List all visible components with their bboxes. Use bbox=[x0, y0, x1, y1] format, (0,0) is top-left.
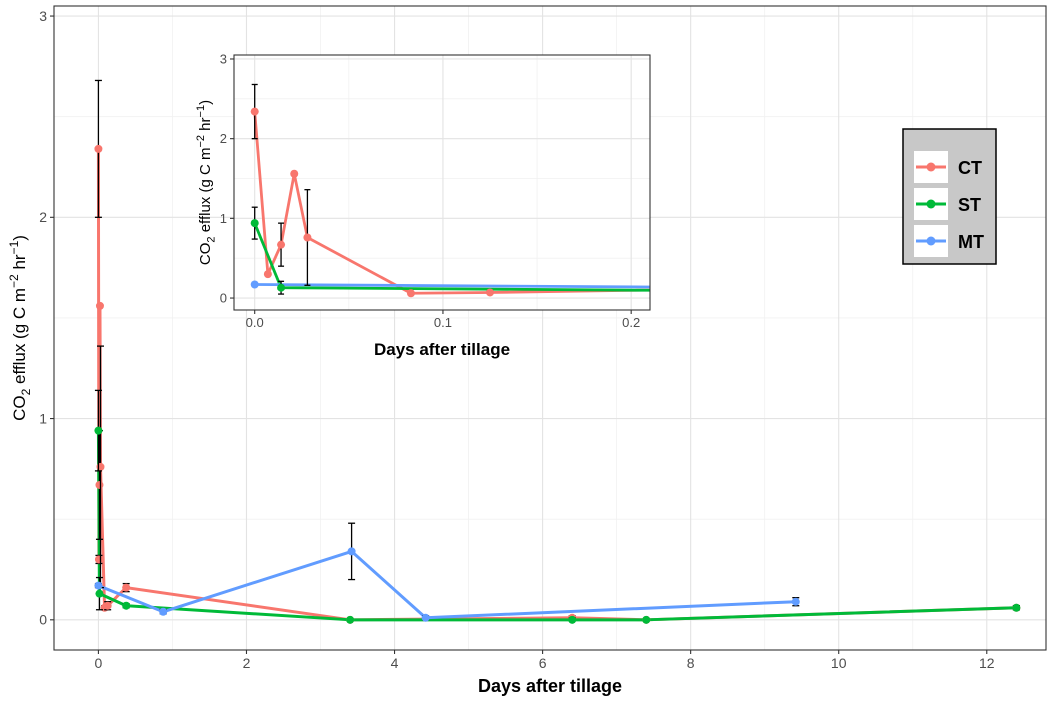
inset-y-tick-label: 3 bbox=[220, 52, 227, 67]
main-x-tick-label: 0 bbox=[95, 655, 103, 671]
series-line-CT bbox=[253, 111, 650, 295]
data-point-CT bbox=[290, 169, 299, 178]
inset-x-axis-title: Days after tillage bbox=[374, 340, 510, 359]
main-marks bbox=[94, 79, 1021, 624]
data-point-ST bbox=[642, 615, 651, 624]
main-x-tick-label: 8 bbox=[687, 655, 695, 671]
ylabel-part-c: hr bbox=[10, 254, 29, 274]
data-point-MT bbox=[347, 547, 356, 556]
data-point-ST bbox=[94, 426, 103, 435]
inset-plot-background bbox=[234, 55, 650, 310]
inset-x-tick-label: 0.0 bbox=[246, 315, 264, 330]
legend-label-CT: CT bbox=[958, 158, 982, 178]
legend-key-point-MT bbox=[926, 236, 936, 246]
data-point-ST bbox=[346, 615, 355, 624]
legend: CT ST MT bbox=[902, 128, 997, 265]
data-point-CT bbox=[406, 289, 415, 298]
main-x-tick-label: 10 bbox=[831, 655, 847, 671]
data-point-ST bbox=[122, 601, 131, 610]
main-x-tick-label: 4 bbox=[391, 655, 399, 671]
inset-x-tick-label: 0.1 bbox=[434, 315, 452, 330]
inset-y-tick-label: 1 bbox=[220, 211, 227, 226]
ylabel-part-sup2: −1 bbox=[195, 105, 207, 118]
legend-label-MT: MT bbox=[958, 232, 984, 252]
data-point-MT bbox=[421, 613, 430, 622]
ylabel-part-a: CO bbox=[197, 243, 214, 266]
main-panel-border bbox=[53, 5, 1047, 651]
data-point-CT bbox=[95, 301, 104, 310]
data-point-ST bbox=[95, 589, 104, 598]
main-y-tick-label: 2 bbox=[39, 209, 47, 225]
main-x-tick-label: 12 bbox=[979, 655, 995, 671]
inset-y-tick-label: 0 bbox=[220, 291, 227, 306]
ylabel-part-sub: 2 bbox=[206, 236, 218, 242]
data-point-CT bbox=[486, 288, 494, 297]
inset-x-tick-label: 0.2 bbox=[622, 315, 640, 330]
ylabel-part-b: efflux (g C m bbox=[10, 288, 29, 389]
main-y-tick-label: 1 bbox=[39, 410, 47, 426]
main-x-axis-title: Days after tillage bbox=[478, 676, 622, 696]
legend-key-point-ST bbox=[926, 199, 936, 209]
data-point-ST bbox=[250, 219, 259, 228]
data-point-MT bbox=[250, 280, 259, 289]
data-point-CT bbox=[250, 107, 259, 116]
ylabel-part-sup2: −1 bbox=[7, 240, 21, 254]
main-y-tick-label: 0 bbox=[39, 612, 47, 628]
inset-y-axis-title: CO2 efflux (g C m−2 hr−1) bbox=[195, 100, 218, 265]
data-point-MT bbox=[94, 581, 103, 590]
data-point-CT bbox=[94, 555, 103, 564]
main-y-axis-title: CO2 efflux (g C m−2 hr−1) bbox=[7, 235, 33, 421]
ylabel-part-sup1: −2 bbox=[195, 135, 207, 148]
data-point-CT bbox=[103, 601, 112, 610]
data-point-CT bbox=[96, 462, 105, 471]
ylabel-part-d: ) bbox=[10, 235, 29, 241]
ylabel-part-c: hr bbox=[197, 117, 214, 135]
data-point-ST bbox=[568, 615, 577, 624]
data-point-CT bbox=[277, 240, 286, 249]
data-point-CT bbox=[263, 270, 272, 279]
legend-key-point-CT bbox=[926, 162, 936, 172]
data-point-CT bbox=[95, 480, 104, 489]
main-y-tick-label: 3 bbox=[39, 8, 47, 24]
data-point-CT bbox=[122, 583, 131, 592]
ylabel-part-a: CO bbox=[10, 395, 29, 421]
inset-panel-border bbox=[233, 54, 651, 311]
ylabel-part-b: efflux (g C m bbox=[197, 148, 214, 237]
ylabel-part-sub: 2 bbox=[19, 388, 33, 395]
legend-label-ST: ST bbox=[958, 195, 981, 215]
data-point-ST bbox=[1012, 603, 1021, 612]
ylabel-part-sup1: −2 bbox=[7, 274, 21, 288]
data-point-MT bbox=[159, 607, 168, 616]
main-x-tick-label: 6 bbox=[539, 655, 547, 671]
inset-marks bbox=[250, 83, 650, 298]
data-point-CT bbox=[94, 144, 103, 153]
main-x-tick-label: 2 bbox=[243, 655, 251, 671]
data-point-MT bbox=[791, 597, 800, 606]
data-point-CT bbox=[303, 233, 312, 242]
ylabel-part-d: ) bbox=[197, 100, 214, 105]
data-point-ST bbox=[277, 283, 286, 292]
inset-y-tick-label: 2 bbox=[220, 131, 227, 146]
